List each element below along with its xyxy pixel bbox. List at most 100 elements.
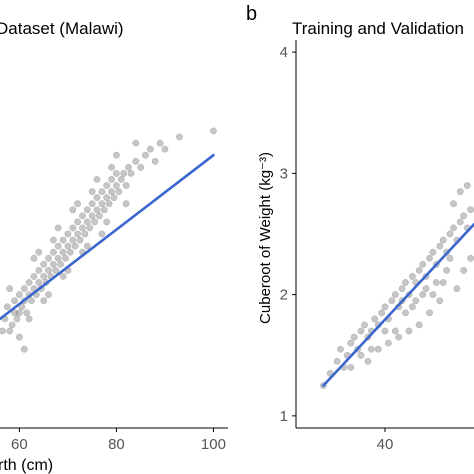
data-point bbox=[105, 200, 113, 208]
data-point bbox=[402, 279, 409, 286]
data-point bbox=[395, 333, 403, 341]
data-point bbox=[11, 297, 19, 305]
data-point bbox=[81, 230, 89, 238]
data-point bbox=[439, 279, 447, 286]
panel-b-x-ticks: 40 bbox=[377, 428, 393, 453]
data-point bbox=[161, 145, 169, 153]
data-point bbox=[11, 309, 19, 317]
data-point bbox=[62, 254, 69, 262]
data-point bbox=[117, 175, 125, 183]
panel-a-points bbox=[0, 127, 217, 353]
y-tick-label: 2 bbox=[280, 287, 288, 304]
data-point bbox=[79, 212, 86, 220]
data-point bbox=[127, 169, 135, 177]
data-point bbox=[364, 357, 372, 365]
data-point bbox=[35, 279, 43, 286]
data-point bbox=[419, 260, 427, 268]
data-point bbox=[371, 315, 379, 323]
data-point bbox=[357, 327, 365, 335]
data-point bbox=[446, 230, 454, 238]
data-point bbox=[74, 218, 82, 226]
data-point bbox=[88, 200, 96, 208]
panel-b-y-axis-title: Cuberoot of Weight (kg⁻³) bbox=[257, 152, 274, 324]
data-point bbox=[57, 260, 65, 268]
data-point bbox=[439, 236, 447, 244]
data-point bbox=[381, 327, 389, 335]
data-point bbox=[388, 297, 396, 305]
data-point bbox=[460, 266, 468, 274]
data-point bbox=[108, 175, 116, 183]
data-point bbox=[95, 212, 103, 220]
data-point bbox=[463, 182, 471, 189]
data-point bbox=[83, 206, 91, 214]
data-point bbox=[137, 163, 145, 171]
data-point bbox=[35, 266, 43, 274]
data-point bbox=[59, 236, 67, 244]
data-point bbox=[13, 315, 21, 323]
data-point bbox=[151, 157, 159, 165]
data-point bbox=[422, 285, 430, 293]
data-point bbox=[120, 169, 128, 177]
data-point bbox=[408, 272, 416, 280]
data-point bbox=[30, 254, 38, 262]
data-point bbox=[76, 236, 84, 244]
y-tick-label: 3 bbox=[280, 165, 288, 182]
data-point bbox=[122, 200, 130, 208]
data-point bbox=[415, 266, 423, 274]
data-point bbox=[429, 291, 437, 299]
panel-b-label: b bbox=[246, 3, 257, 25]
data-point bbox=[412, 297, 420, 305]
data-point bbox=[66, 248, 74, 256]
data-point bbox=[450, 200, 457, 208]
data-point bbox=[40, 260, 48, 268]
data-point bbox=[467, 206, 474, 214]
data-point bbox=[74, 200, 82, 208]
data-point bbox=[132, 157, 140, 165]
data-point bbox=[6, 327, 14, 335]
data-point bbox=[108, 163, 116, 171]
data-point bbox=[156, 139, 164, 147]
panel-a-title: Dataset (Malawi) bbox=[0, 19, 124, 38]
y-tick-label: 4 bbox=[280, 44, 288, 61]
data-point bbox=[93, 175, 101, 183]
data-point bbox=[350, 333, 358, 341]
data-point bbox=[415, 321, 423, 329]
data-point bbox=[71, 242, 79, 250]
data-point bbox=[456, 218, 464, 226]
panel-b-title: Training and Validation bbox=[292, 19, 464, 38]
data-point bbox=[74, 230, 82, 238]
data-point bbox=[45, 291, 52, 299]
data-point bbox=[419, 291, 427, 299]
data-point bbox=[467, 254, 474, 262]
data-point bbox=[408, 303, 416, 311]
data-point bbox=[112, 169, 120, 177]
panel-a-x-axis-title: rth (cm) bbox=[0, 457, 53, 474]
data-point bbox=[91, 218, 99, 226]
data-point bbox=[456, 188, 464, 196]
data-point bbox=[112, 151, 120, 159]
panel-a: Dataset (Malawi) 60 80 100 rth (cm) bbox=[0, 19, 228, 474]
data-point bbox=[49, 260, 57, 268]
data-point bbox=[429, 248, 437, 256]
data-point bbox=[405, 327, 413, 335]
data-point bbox=[15, 333, 23, 341]
panel-b-y-ticks: 1 2 3 4 bbox=[280, 44, 296, 425]
data-point bbox=[115, 188, 123, 196]
data-point bbox=[142, 151, 149, 159]
data-point bbox=[40, 272, 48, 280]
data-point bbox=[384, 339, 392, 347]
data-point bbox=[20, 285, 28, 293]
data-point bbox=[54, 224, 62, 232]
data-point bbox=[52, 266, 60, 274]
data-point bbox=[0, 327, 6, 335]
data-point bbox=[103, 218, 111, 226]
data-point bbox=[436, 297, 444, 305]
data-point bbox=[64, 230, 72, 238]
y-tick-label: 1 bbox=[280, 408, 288, 425]
panel-a-fit-line bbox=[0, 153, 215, 321]
data-point bbox=[122, 182, 130, 189]
data-point bbox=[83, 218, 91, 226]
x-tick-label: 100 bbox=[201, 436, 226, 453]
data-point bbox=[35, 248, 43, 256]
x-tick-label: 80 bbox=[108, 436, 125, 453]
